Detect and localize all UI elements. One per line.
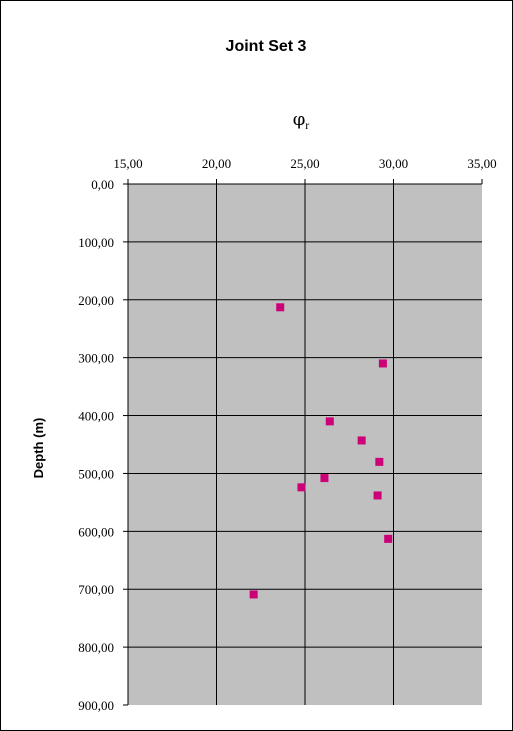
x-axis-label-subscript: r	[305, 118, 309, 132]
data-point	[297, 483, 306, 492]
y-tick-label: 400,00	[78, 409, 114, 424]
y-tick-label: 800,00	[78, 640, 114, 655]
grid-layer	[128, 184, 482, 705]
y-tick-label: 500,00	[78, 466, 114, 481]
data-point	[320, 474, 329, 483]
y-tick-label: 700,00	[78, 582, 114, 597]
x-tick-label: 15,00	[113, 156, 142, 171]
data-point	[373, 491, 382, 500]
y-tick-label: 0,00	[91, 177, 114, 192]
data-point	[378, 359, 387, 368]
tick-label-layer: 0,00 100,00 200,00 300,00 400,00 500,00 600,00…	[78, 156, 496, 713]
y-tick-label: 200,00	[78, 293, 114, 308]
data-point	[375, 457, 384, 466]
y-tick-label: 600,00	[78, 524, 114, 539]
x-tick-label: 35,00	[467, 156, 496, 171]
data-point	[384, 534, 393, 543]
x-tick-label: 30,00	[379, 156, 408, 171]
data-point	[249, 590, 258, 599]
axis-layer	[123, 179, 483, 706]
x-tick-label: 25,00	[290, 156, 319, 171]
y-tick-label: 100,00	[78, 235, 114, 250]
y-axis-label: Depth (m)	[31, 418, 46, 479]
data-point	[276, 303, 285, 312]
data-point	[357, 436, 366, 445]
data-point	[325, 417, 334, 426]
x-axis-label: φr	[293, 109, 310, 132]
x-axis-label-symbol: φ	[293, 109, 306, 130]
data-point-layer	[249, 303, 393, 599]
x-tick-label: 20,00	[202, 156, 231, 171]
y-tick-label: 300,00	[78, 351, 114, 366]
y-tick-label: 900,00	[78, 698, 114, 713]
chart-title: Joint Set 3	[226, 38, 307, 55]
